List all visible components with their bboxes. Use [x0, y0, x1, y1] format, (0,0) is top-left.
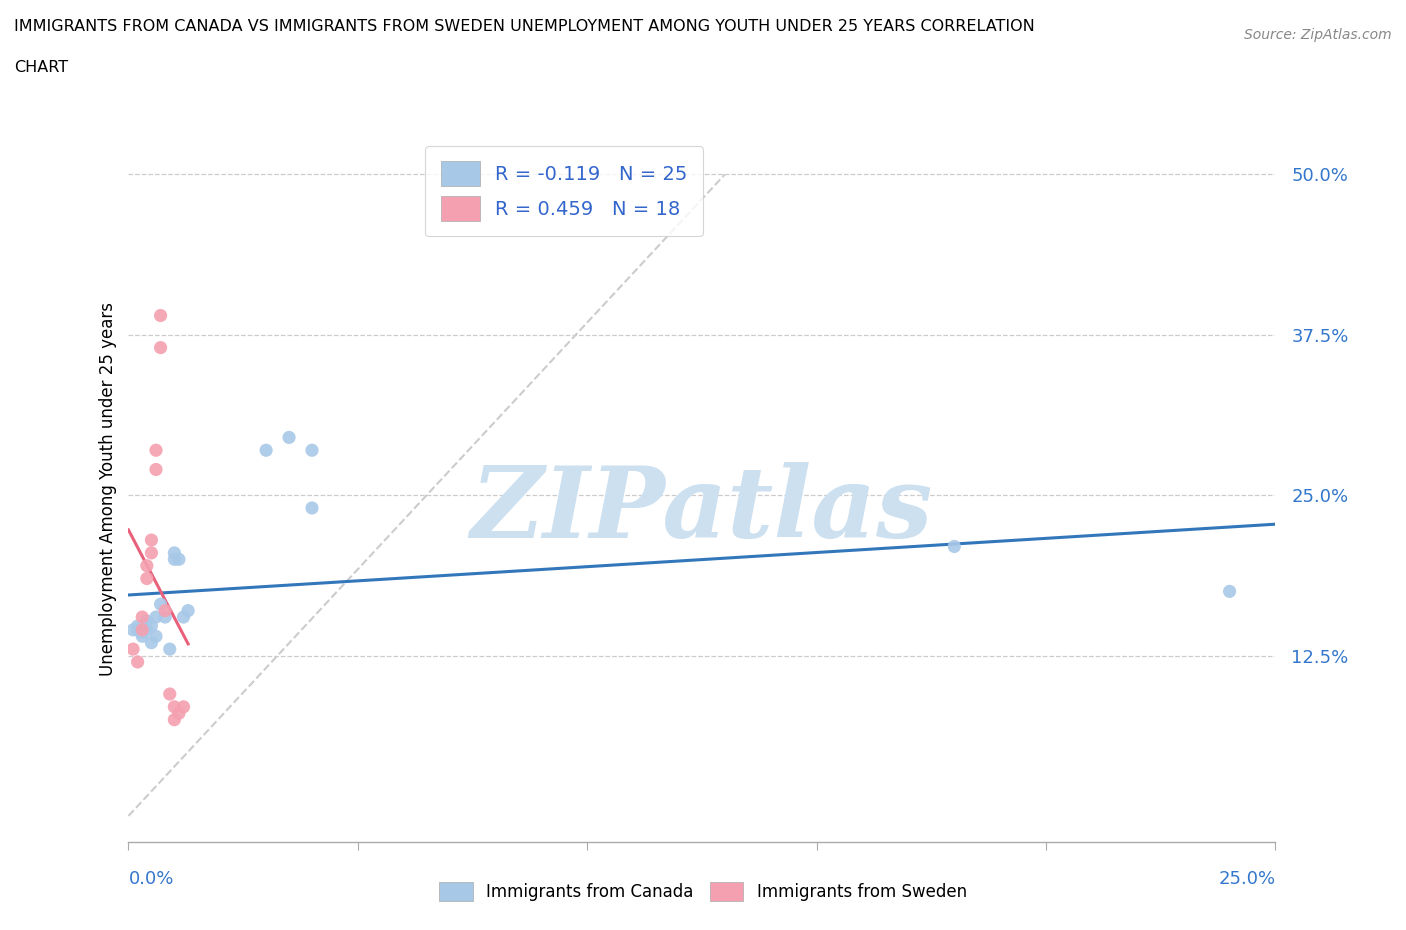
Point	[141, 618, 163, 633]
Point	[167, 551, 190, 566]
Point	[135, 571, 157, 586]
Point	[141, 545, 163, 560]
Point	[159, 642, 181, 657]
Point	[127, 655, 149, 670]
Point	[163, 712, 186, 727]
Point	[135, 614, 157, 629]
Point	[167, 706, 190, 721]
Legend: R = -0.119   N = 25, R = 0.459   N = 18: R = -0.119 N = 25, R = 0.459 N = 18	[426, 146, 703, 236]
Text: ZIPatlas: ZIPatlas	[471, 461, 934, 558]
Point	[122, 642, 145, 657]
Text: CHART: CHART	[14, 60, 67, 75]
Point	[141, 533, 163, 548]
Point	[145, 443, 167, 458]
Point	[943, 539, 966, 554]
Point	[159, 686, 181, 701]
Point	[278, 430, 301, 445]
Point	[254, 443, 277, 458]
Point	[163, 545, 186, 560]
Point	[163, 551, 186, 566]
Point	[127, 622, 149, 637]
Point	[149, 340, 172, 355]
Point	[145, 609, 167, 624]
Point	[127, 618, 149, 633]
Point	[141, 635, 163, 650]
Point	[135, 622, 157, 637]
Point	[131, 622, 153, 637]
Text: IMMIGRANTS FROM CANADA VS IMMIGRANTS FROM SWEDEN UNEMPLOYMENT AMONG YOUTH UNDER : IMMIGRANTS FROM CANADA VS IMMIGRANTS FRO…	[14, 19, 1035, 33]
Legend: Immigrants from Canada, Immigrants from Sweden: Immigrants from Canada, Immigrants from …	[433, 875, 973, 908]
Point	[135, 558, 157, 573]
Point	[1219, 584, 1241, 599]
Point	[163, 699, 186, 714]
Point	[131, 629, 153, 644]
Point	[301, 443, 323, 458]
Point	[153, 609, 176, 624]
Point	[153, 604, 176, 618]
Text: Source: ZipAtlas.com: Source: ZipAtlas.com	[1244, 28, 1392, 42]
Point	[145, 462, 167, 477]
Point	[173, 609, 195, 624]
Point	[122, 622, 145, 637]
Text: 25.0%: 25.0%	[1219, 870, 1275, 888]
Point	[149, 597, 172, 612]
Text: 0.0%: 0.0%	[128, 870, 174, 888]
Point	[301, 500, 323, 515]
Point	[131, 625, 153, 640]
Point	[149, 308, 172, 323]
Point	[177, 604, 200, 618]
Y-axis label: Unemployment Among Youth under 25 years: Unemployment Among Youth under 25 years	[100, 301, 117, 676]
Point	[131, 609, 153, 624]
Point	[145, 629, 167, 644]
Point	[173, 699, 195, 714]
